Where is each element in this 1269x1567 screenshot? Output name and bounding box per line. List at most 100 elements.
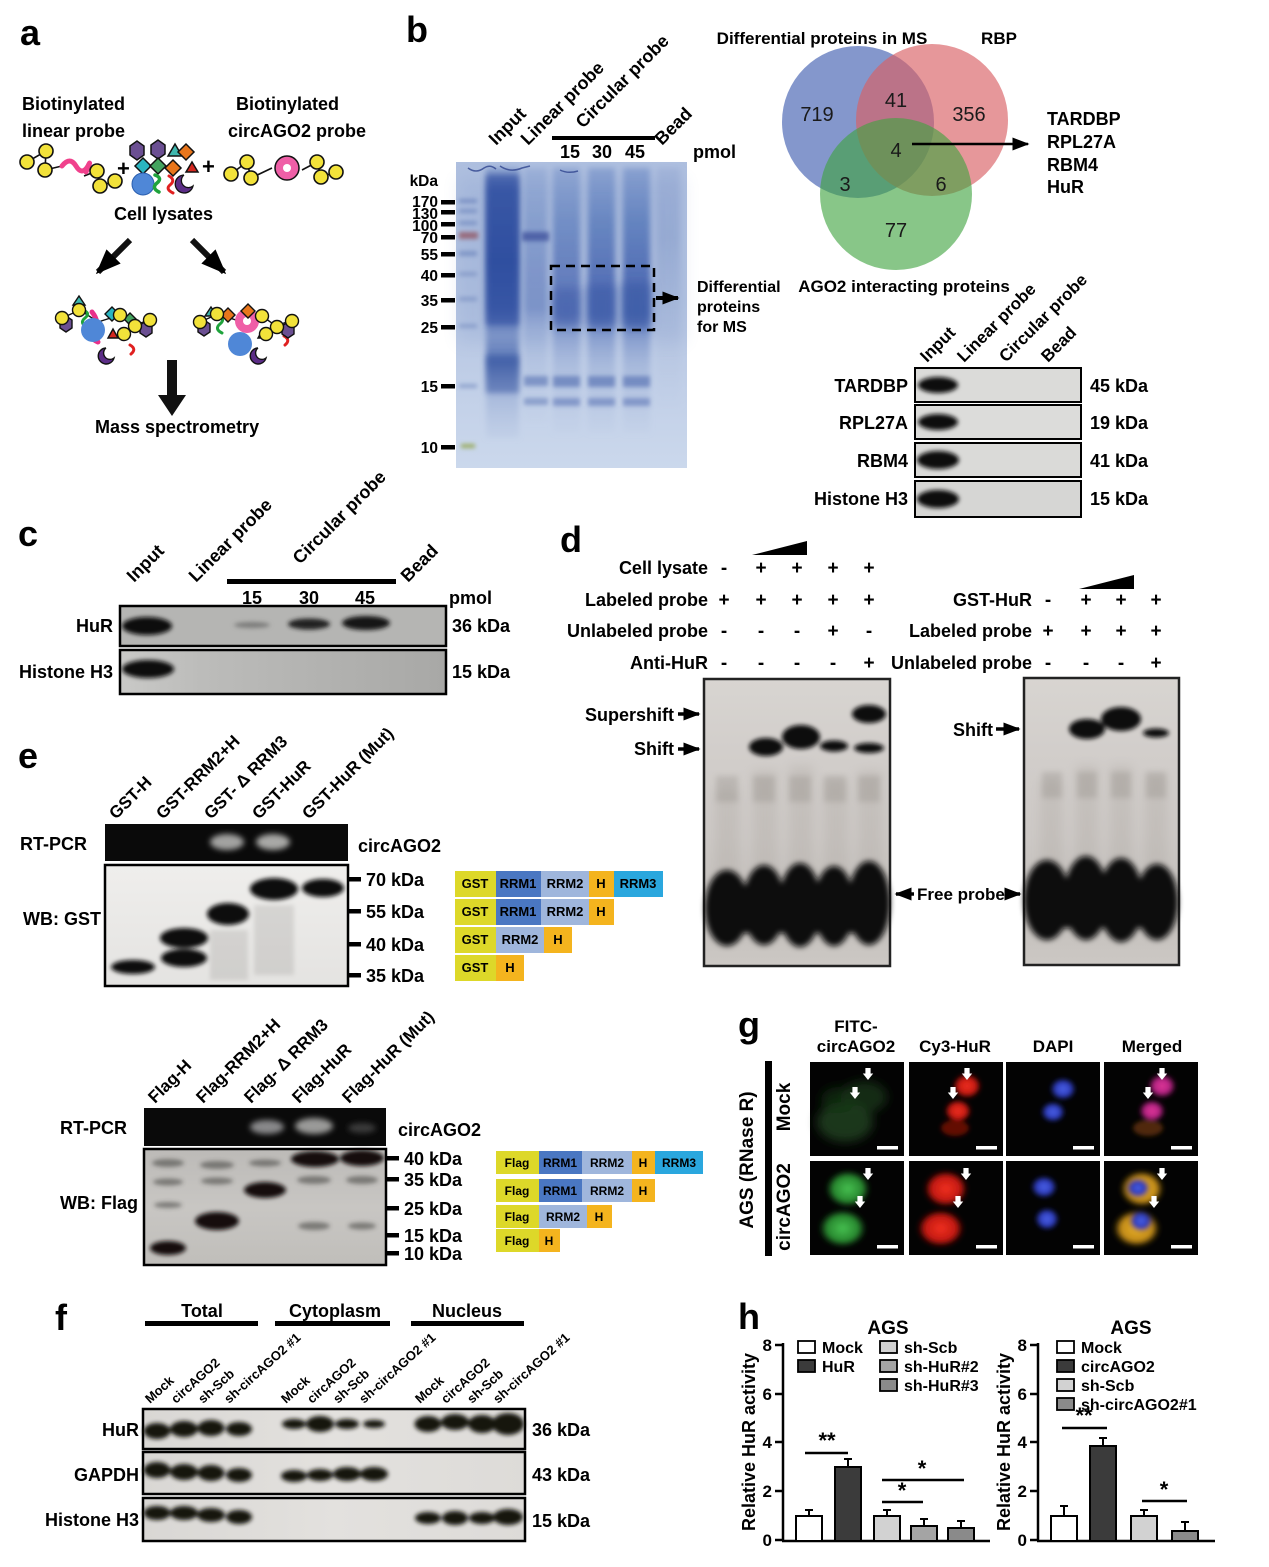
svg-text:41 kDa: 41 kDa	[1090, 451, 1149, 471]
svg-text:AGS: AGS	[1110, 1318, 1151, 1339]
svg-text:70: 70	[421, 230, 438, 247]
svg-text:RBM4: RBM4	[857, 451, 908, 471]
svg-text:-: -	[866, 621, 872, 642]
svg-text:+: +	[827, 621, 838, 642]
svg-text:RRM3: RRM3	[662, 1156, 696, 1170]
svg-text:TARDBP: TARDBP	[1047, 109, 1121, 129]
svg-text:H: H	[639, 1184, 648, 1198]
svg-text:40 kDa: 40 kDa	[366, 935, 425, 955]
svg-text:70 kDa: 70 kDa	[366, 870, 425, 890]
svg-text:45: 45	[625, 142, 645, 162]
svg-text:RRM2: RRM2	[547, 904, 584, 919]
svg-text:RPL27A: RPL27A	[839, 413, 908, 433]
svg-text:8: 8	[763, 1336, 772, 1355]
svg-text:H: H	[553, 932, 562, 947]
svg-text:H: H	[596, 904, 605, 919]
svg-text:+: +	[1080, 621, 1091, 642]
svg-text:pmol: pmol	[449, 588, 492, 608]
svg-text:2: 2	[763, 1482, 772, 1501]
svg-text:DAPI: DAPI	[1033, 1037, 1074, 1056]
svg-text:30: 30	[592, 142, 612, 162]
svg-text:Unlabeled probe: Unlabeled probe	[567, 621, 708, 641]
svg-text:+: +	[863, 653, 874, 674]
svg-text:+: +	[718, 590, 729, 611]
svg-text:170: 170	[412, 194, 438, 211]
svg-text:f: f	[55, 1297, 68, 1338]
svg-text:15: 15	[560, 142, 580, 162]
svg-text:sh-circAGO2#1: sh-circAGO2#1	[1081, 1397, 1197, 1414]
svg-text:+: +	[1150, 621, 1161, 642]
svg-text:Supershift: Supershift	[585, 705, 674, 725]
svg-text:RRM1: RRM1	[543, 1184, 577, 1198]
svg-text:+: +	[1150, 590, 1161, 611]
svg-text:GST-HuR: GST-HuR	[953, 590, 1032, 610]
svg-text:43 kDa: 43 kDa	[532, 1465, 591, 1485]
svg-text:-: -	[1045, 653, 1051, 674]
svg-text:HuR: HuR	[102, 1420, 139, 1440]
svg-text:15: 15	[421, 379, 439, 396]
svg-text:36 kDa: 36 kDa	[452, 616, 511, 636]
svg-text:Anti-HuR: Anti-HuR	[630, 653, 708, 673]
svg-text:+: +	[1042, 621, 1053, 642]
svg-text:6: 6	[935, 174, 946, 196]
svg-text:h: h	[738, 1296, 760, 1337]
svg-text:-: -	[794, 653, 800, 674]
svg-text:Labeled probe: Labeled probe	[909, 621, 1032, 641]
svg-text:-: -	[721, 653, 727, 674]
svg-text:+: +	[755, 590, 766, 611]
svg-text:Relative HuR activity: Relative HuR activity	[994, 1353, 1014, 1531]
svg-text:Histone H3: Histone H3	[45, 1510, 139, 1530]
svg-text:4: 4	[763, 1433, 773, 1452]
svg-text:25: 25	[421, 320, 439, 337]
svg-text:+: +	[117, 156, 130, 181]
svg-text:HuR: HuR	[76, 616, 113, 636]
svg-text:RRM2: RRM2	[547, 876, 584, 891]
svg-text:Differential: Differential	[697, 279, 781, 296]
svg-text:40 kDa: 40 kDa	[404, 1149, 463, 1169]
svg-text:GST: GST	[462, 904, 489, 919]
svg-text:Biotinylated: Biotinylated	[236, 94, 339, 114]
svg-text:Histone H3: Histone H3	[19, 662, 113, 682]
svg-text:sh-Scb: sh-Scb	[904, 1340, 958, 1357]
svg-text:RRM2: RRM2	[590, 1184, 624, 1198]
svg-text:FITC-: FITC-	[834, 1017, 877, 1036]
svg-text:+: +	[755, 558, 766, 579]
svg-text:Cy3-HuR: Cy3-HuR	[919, 1037, 991, 1056]
svg-text:*: *	[898, 1478, 907, 1503]
svg-text:H: H	[596, 876, 605, 891]
svg-text:-: -	[721, 558, 727, 579]
svg-text:RRM1: RRM1	[500, 904, 537, 919]
svg-text:AGO2 interacting proteins: AGO2 interacting proteins	[798, 277, 1010, 296]
svg-text:RRM1: RRM1	[543, 1156, 577, 1170]
svg-text:WB: Flag: WB: Flag	[60, 1193, 138, 1213]
svg-text:Total: Total	[181, 1301, 223, 1321]
svg-text:-: -	[1045, 590, 1051, 611]
svg-text:719: 719	[800, 104, 833, 126]
svg-text:Mock: Mock	[774, 1082, 795, 1131]
svg-text:4: 4	[890, 140, 901, 162]
svg-text:sh-Scb: sh-Scb	[1081, 1378, 1135, 1395]
svg-text:Shift: Shift	[634, 739, 674, 759]
svg-text:-: -	[721, 621, 727, 642]
svg-text:Nucleus: Nucleus	[432, 1301, 502, 1321]
svg-text:GST: GST	[462, 932, 489, 947]
svg-text:sh-HuR#2: sh-HuR#2	[904, 1359, 979, 1376]
svg-text:10: 10	[421, 440, 438, 457]
svg-text:77: 77	[885, 220, 907, 242]
svg-text:for MS: for MS	[697, 319, 747, 336]
svg-text:b: b	[406, 9, 428, 50]
svg-text:RBP: RBP	[981, 29, 1017, 48]
svg-text:-: -	[794, 621, 800, 642]
svg-text:circAGO2: circAGO2	[398, 1120, 481, 1140]
svg-text:55: 55	[421, 247, 439, 264]
svg-text:linear probe: linear probe	[22, 121, 125, 141]
svg-text:g: g	[738, 1004, 760, 1045]
svg-text:Cell lysates: Cell lysates	[114, 204, 213, 224]
svg-text:41: 41	[885, 90, 907, 112]
svg-text:Shift: Shift	[953, 720, 993, 740]
svg-text:Free probe: Free probe	[917, 885, 1005, 904]
svg-text:-: -	[1083, 653, 1089, 674]
svg-text:circAGO2 probe: circAGO2 probe	[228, 121, 366, 141]
svg-text:GST: GST	[462, 960, 489, 975]
svg-text:10 kDa: 10 kDa	[404, 1244, 463, 1264]
